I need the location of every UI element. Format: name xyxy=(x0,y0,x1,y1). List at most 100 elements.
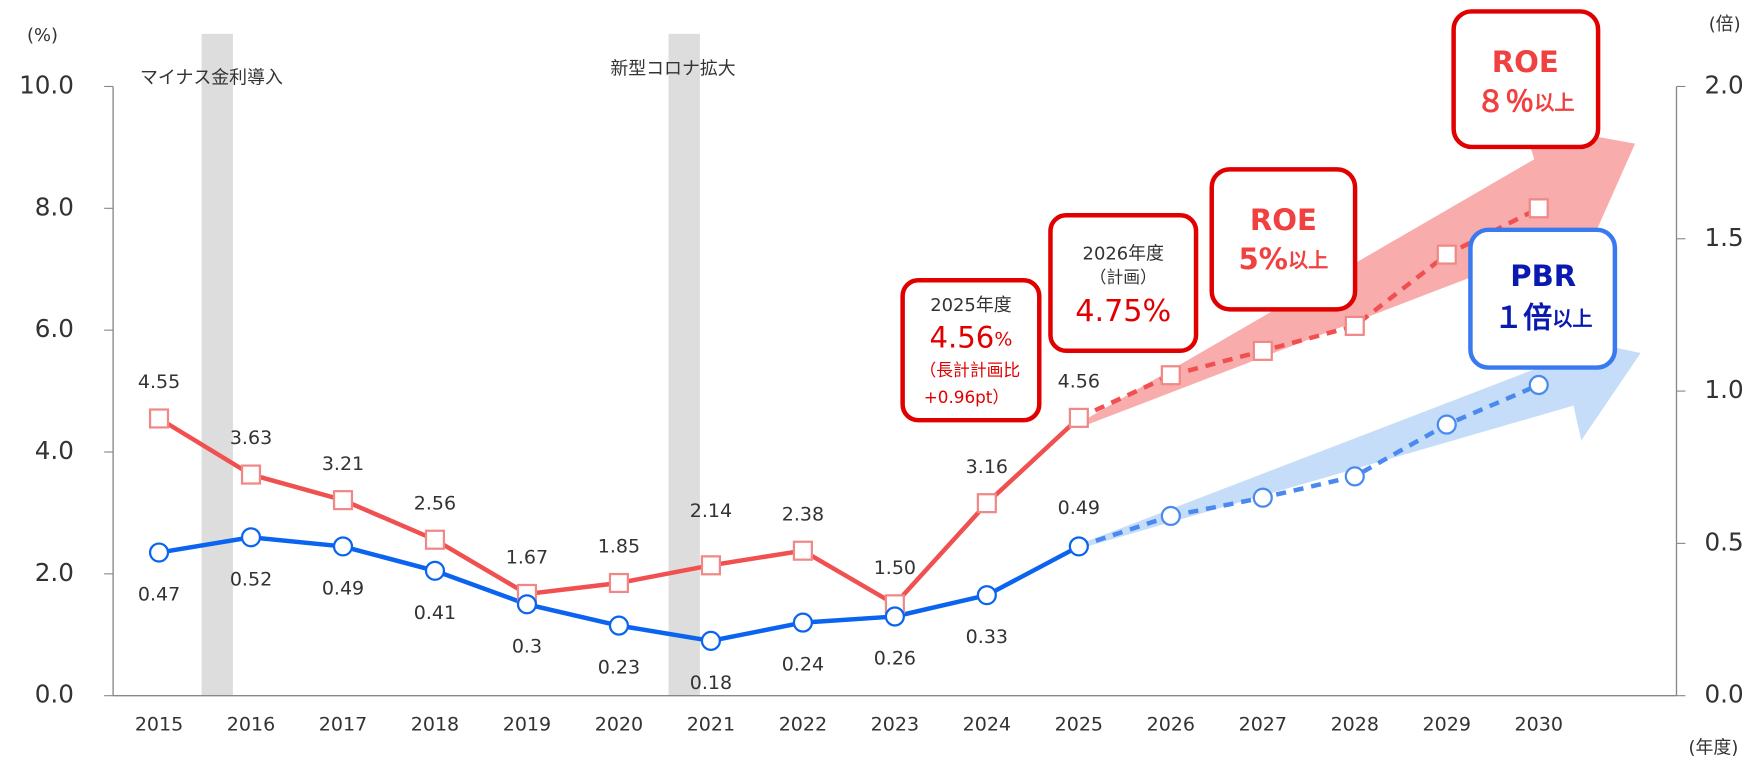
marker xyxy=(332,490,354,511)
x-tick-label: 2024 xyxy=(963,713,1011,735)
marker xyxy=(1160,505,1181,527)
x-tick-label: 2020 xyxy=(595,713,643,735)
x-tick-label: 2029 xyxy=(1423,713,1471,735)
marker xyxy=(424,560,446,581)
callout-text: 4.75% xyxy=(1075,294,1171,329)
projection-connector xyxy=(1078,513,1172,549)
marker xyxy=(1344,315,1365,336)
target-text: １倍以上 xyxy=(1494,300,1593,334)
target-text: １倍 xyxy=(1494,300,1552,334)
plot: 0.0 2.0 4.0 6.0 8.0 10.0 0.0 0.5 1.0 1.5 2.0 2015 20… xyxy=(19,70,1744,735)
callout-text: （長計計画比 xyxy=(919,360,1020,380)
callout: 2025年度 4.56% （長計計画比 +0.96pt） xyxy=(900,277,1042,423)
marker xyxy=(976,585,997,606)
data-label: 3.63 xyxy=(230,427,272,449)
marker xyxy=(148,408,170,429)
data-label: 3.21 xyxy=(322,453,364,475)
event-band xyxy=(668,33,700,696)
target-text: ８％以上 xyxy=(1476,84,1575,118)
data-label: 0.49 xyxy=(1058,497,1100,519)
marker xyxy=(700,630,721,651)
callout-text: 4.56% xyxy=(929,321,1012,355)
data-label: 1.50 xyxy=(874,557,916,579)
marker xyxy=(792,612,813,633)
x-tick-label: 2017 xyxy=(319,713,367,735)
data-label: 2.56 xyxy=(414,492,456,514)
trend-arrow xyxy=(1078,333,1641,549)
data-label: 1.67 xyxy=(506,547,548,569)
event-band xyxy=(201,33,233,696)
x-tick-label: 2016 xyxy=(227,713,275,735)
data-label: 0.47 xyxy=(138,584,180,606)
callout-box xyxy=(1048,213,1199,354)
y2-tick-label: 0.5 xyxy=(1704,527,1743,556)
marker xyxy=(1252,340,1273,361)
data-label: 4.55 xyxy=(138,371,180,393)
callout-text: 2026年度 xyxy=(1083,243,1164,264)
data-label: 0.18 xyxy=(690,672,732,694)
marker xyxy=(1068,536,1089,557)
marker xyxy=(240,464,262,485)
y-tick-label: 6.0 xyxy=(35,314,74,343)
y-tick-label: 8.0 xyxy=(35,192,74,221)
target: ROE ８％以上 xyxy=(1451,9,1601,150)
callout-text: （計画） xyxy=(1090,267,1157,287)
target-box xyxy=(1468,227,1618,370)
x-tick-label: 2026 xyxy=(1147,713,1195,735)
data-label: 0.52 xyxy=(230,568,272,590)
target-text: PBR xyxy=(1510,259,1576,293)
x-tick-label: 2027 xyxy=(1239,713,1287,735)
y2-tick-label: 0.0 xyxy=(1704,680,1743,709)
band-label: マイナス金利導入 xyxy=(140,68,283,89)
marker xyxy=(1252,487,1273,508)
x-tick-label: 2023 xyxy=(871,713,919,735)
marker xyxy=(1528,374,1549,396)
data-label: 1.85 xyxy=(598,536,640,558)
callout: 2026年度 （計画） 4.75% xyxy=(1048,213,1199,354)
marker xyxy=(1528,198,1549,219)
callout-text: 2025年度 xyxy=(930,295,1011,316)
callout-text: 4.56 xyxy=(929,321,994,355)
x-tick-label: 2021 xyxy=(687,713,735,735)
y2-tick-label: 2.0 xyxy=(1704,70,1743,99)
callout-box xyxy=(900,277,1042,423)
marker xyxy=(424,529,446,550)
marker xyxy=(332,536,354,557)
y-tick-label: 10.0 xyxy=(19,70,74,99)
y2-tick-label: 1.0 xyxy=(1704,375,1743,404)
marker xyxy=(608,572,630,594)
target-text: ROE xyxy=(1492,45,1559,79)
target-text: 以上 xyxy=(1288,248,1328,272)
target-box xyxy=(1209,167,1358,312)
marker xyxy=(700,555,721,576)
marker xyxy=(1436,414,1457,435)
marker xyxy=(792,540,813,561)
data-label: 0.41 xyxy=(414,602,456,624)
marker xyxy=(608,615,630,636)
data-label: 4.56 xyxy=(1058,371,1100,393)
marker xyxy=(1160,365,1181,386)
x-tick-label: 2022 xyxy=(779,713,827,735)
marker xyxy=(1068,407,1089,428)
marker xyxy=(884,606,905,627)
data-label: 3.16 xyxy=(966,456,1008,478)
marker xyxy=(240,527,262,548)
x-tick-label: 2030 xyxy=(1515,713,1563,735)
y-axis-label: (%) xyxy=(27,25,58,46)
x-tick-label: 2015 xyxy=(135,713,183,735)
target: ROE 5%以上 xyxy=(1209,167,1358,312)
data-label: 2.38 xyxy=(782,503,824,525)
marker xyxy=(148,542,170,563)
x-tick-label: 2019 xyxy=(503,713,551,735)
data-label: 0.49 xyxy=(322,577,364,599)
marker xyxy=(516,594,538,615)
target-text: ８％ xyxy=(1476,84,1534,118)
callout-text: +0.96pt） xyxy=(924,387,1009,407)
y-tick-label: 4.0 xyxy=(35,436,74,465)
band-label: 新型コロナ拡大 xyxy=(610,59,735,80)
marker xyxy=(1344,466,1365,487)
target-box xyxy=(1451,9,1601,150)
data-label: 0.23 xyxy=(598,657,640,679)
x-tick-label: 2025 xyxy=(1055,713,1103,735)
